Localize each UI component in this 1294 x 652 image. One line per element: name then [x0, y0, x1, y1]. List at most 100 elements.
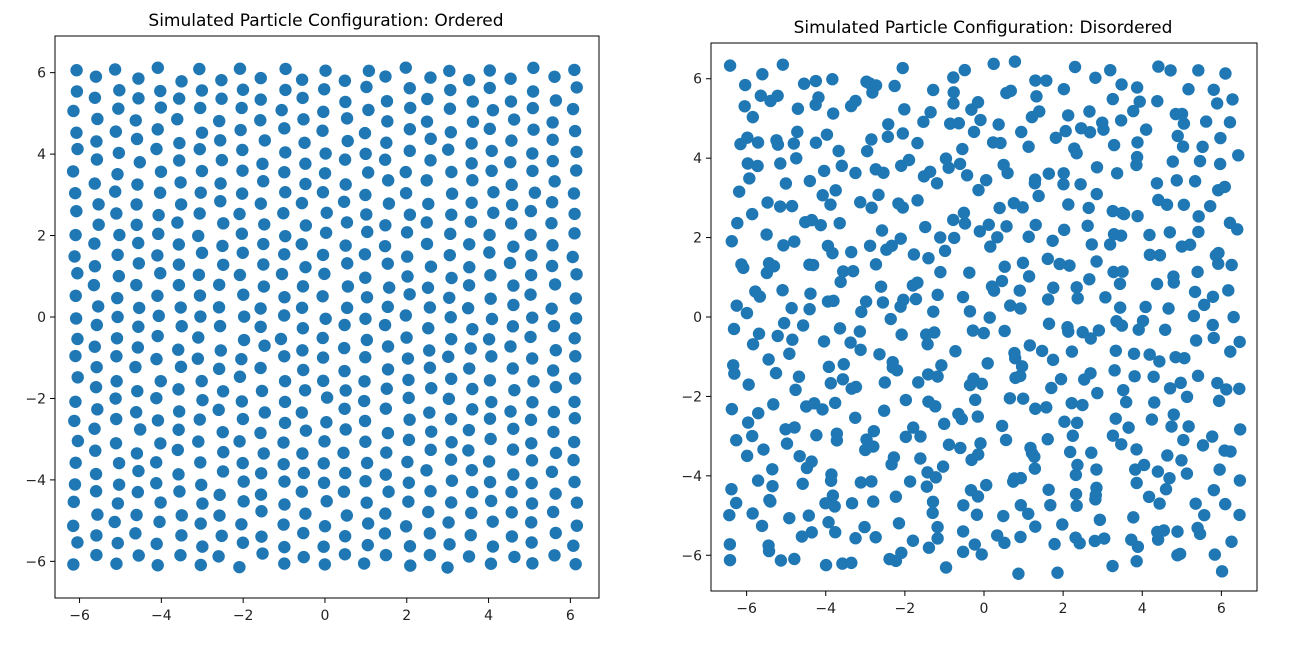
particle-point: [235, 101, 248, 115]
particle-point: [980, 478, 993, 492]
particle-point: [237, 333, 251, 347]
particle-point: [1069, 468, 1083, 482]
particle-point: [404, 559, 417, 572]
particle-point: [1175, 454, 1188, 467]
particle-point: [402, 495, 415, 508]
particle-point: [931, 288, 944, 302]
particle-point: [881, 130, 895, 143]
particle-point: [991, 231, 1004, 244]
particle-point: [70, 85, 84, 98]
particle-point: [1041, 433, 1054, 446]
particle-point: [971, 410, 984, 423]
particle-point: [67, 519, 80, 533]
particle-point: [359, 435, 372, 448]
particle-point: [1015, 360, 1029, 373]
particle-point: [822, 516, 835, 529]
particle-point: [970, 508, 984, 521]
particle-point: [526, 101, 540, 115]
particle-point: [403, 540, 417, 553]
particle-point: [957, 499, 970, 512]
particle-point: [779, 177, 793, 190]
particle-point: [1076, 326, 1089, 339]
particle-point: [483, 81, 496, 95]
particle-point: [1114, 114, 1128, 127]
particle-point: [237, 475, 250, 488]
particle-point: [828, 396, 842, 410]
particle-point: [1145, 413, 1159, 426]
x-tick-label: 6: [1217, 601, 1226, 617]
particle-point: [275, 103, 288, 117]
particle-point: [214, 134, 227, 147]
particle-point: [785, 199, 799, 213]
particle-point: [731, 216, 744, 230]
particle-point: [859, 295, 873, 308]
x-tick-label: 4: [1138, 601, 1147, 617]
particle-point: [172, 258, 186, 271]
particle-point: [485, 350, 498, 363]
particle-point: [131, 341, 145, 354]
x-tick-label: −6: [736, 601, 757, 617]
particle-point: [423, 344, 436, 357]
x-tick: 4: [484, 598, 493, 624]
particle-point: [849, 532, 862, 545]
particle-point: [1174, 376, 1187, 390]
particle-point: [295, 73, 309, 86]
particle-point: [110, 332, 124, 345]
particle-point: [89, 380, 103, 394]
particle-point: [1106, 92, 1119, 106]
particle-point: [1232, 149, 1245, 162]
particle-point: [237, 495, 250, 508]
particle-point: [1164, 64, 1177, 77]
particle-point: [174, 360, 188, 374]
particle-point: [175, 509, 188, 522]
particle-point: [1206, 290, 1220, 303]
particle-point: [1212, 394, 1226, 408]
particle-point: [88, 340, 101, 353]
particle-point: [1029, 520, 1042, 533]
particle-point: [382, 485, 395, 498]
particle-point: [882, 118, 895, 131]
x-tick: −6: [736, 591, 757, 617]
particle-point: [235, 227, 249, 240]
particle-point: [464, 342, 477, 355]
particle-point: [755, 519, 769, 533]
particle-point: [525, 536, 538, 549]
particle-point: [746, 110, 759, 124]
particle-point: [895, 328, 908, 341]
particle-point: [420, 174, 433, 187]
particle-point: [484, 269, 497, 282]
particle-point: [858, 520, 871, 534]
particle-point: [1211, 376, 1224, 390]
particle-point: [854, 196, 867, 209]
particle-point: [70, 204, 83, 218]
particle-point: [1063, 445, 1077, 459]
particle-point: [546, 505, 560, 519]
particle-point: [110, 557, 123, 570]
particle-point: [235, 518, 248, 531]
particle-point: [805, 455, 818, 468]
particle-point: [151, 61, 165, 74]
particle-point: [233, 268, 247, 282]
particle-point: [400, 226, 414, 239]
particle-point: [316, 331, 329, 345]
particle-point: [1046, 234, 1059, 247]
particle-point: [937, 417, 951, 431]
particle-point: [175, 75, 188, 88]
particle-point: [463, 261, 476, 274]
particle-point: [444, 496, 458, 509]
particle-point: [257, 175, 270, 188]
particle-point: [318, 167, 332, 180]
particle-point: [90, 153, 104, 166]
particle-point: [1042, 167, 1056, 180]
particle-point: [257, 280, 271, 293]
particle-point: [1107, 138, 1121, 152]
particle-point: [108, 63, 122, 76]
particle-point: [896, 61, 909, 75]
particle-point: [381, 363, 395, 376]
particle-point: [318, 83, 331, 96]
x-tick: 4: [1138, 591, 1147, 617]
particle-point: [952, 407, 965, 421]
particle-point: [1171, 129, 1184, 143]
particle-point: [977, 326, 990, 340]
particle-point: [129, 527, 142, 540]
